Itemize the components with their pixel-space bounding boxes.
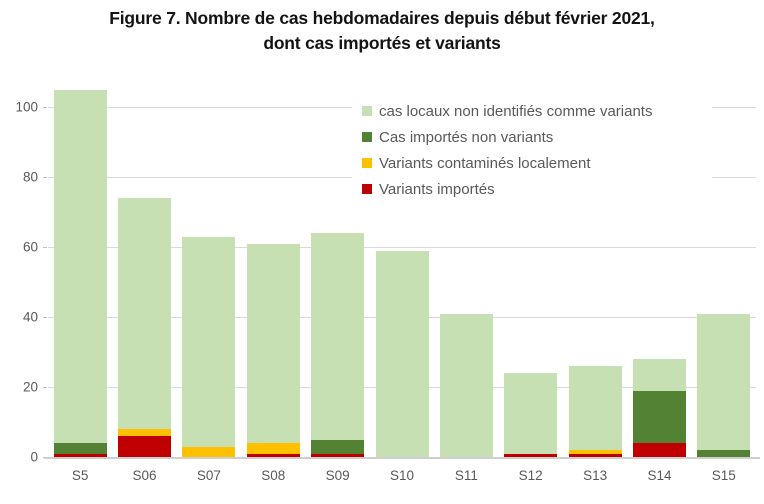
bar-S14: [633, 359, 686, 457]
x-axis-label-S13: S13: [583, 468, 608, 483]
y-axis-tick-label: 0: [30, 449, 38, 465]
legend-swatch-icon: [362, 158, 372, 168]
bar-segment-S07: [182, 446, 236, 457]
y-axis-tick-label: 80: [22, 169, 38, 185]
bar-segment-S06: [118, 429, 171, 436]
bar-segment-S14: [633, 359, 686, 391]
y-axis-tick-mark: [43, 106, 47, 108]
bar-segment-S09: [311, 453, 365, 457]
bar-segment-S5: [53, 443, 107, 454]
bar-segment-S08: [246, 443, 300, 454]
legend-swatch-icon: [362, 184, 372, 194]
y-axis-tick-label: 20: [22, 379, 38, 395]
bar-segment-S10: [375, 250, 429, 457]
chart-title: Figure 7. Nombre de cas hebdomadaires de…: [0, 6, 764, 56]
bar-segment-S13: [568, 450, 622, 454]
bar-segment-S14: [633, 390, 686, 443]
x-axis-label-S14: S14: [647, 468, 672, 483]
x-axis-label-S10: S10: [389, 468, 415, 483]
bar-segment-S5: [53, 453, 107, 457]
y-axis-tick-label: 60: [22, 239, 38, 255]
legend-item-label: cas locaux non identifiés comme variants: [379, 102, 653, 120]
bar-segment-S5: [53, 89, 107, 443]
x-axis-label-S09: S09: [325, 468, 350, 483]
legend-item: Variants contaminés localement: [362, 150, 712, 176]
bar-segment-S14: [633, 443, 686, 457]
x-axis-label-S07: S07: [196, 468, 221, 483]
x-axis-label-S5: S5: [71, 468, 89, 483]
legend-item-label: Cas importés non variants: [379, 128, 554, 146]
x-axis-label-S15: S15: [711, 468, 736, 483]
x-axis-label-S11: S11: [454, 468, 478, 483]
bar-S08: [246, 243, 300, 457]
x-axis-label-S08: S08: [261, 468, 286, 483]
y-axis-tick-label: 40: [22, 309, 38, 325]
legend-item: cas locaux non identifiés comme variants: [362, 98, 712, 124]
y-axis-tick-mark: [43, 316, 47, 318]
legend-item-label: Variants contaminés localement: [379, 154, 591, 172]
bar-segment-S15: [697, 313, 751, 450]
chart-legend: cas locaux non identifiés comme variants…: [352, 90, 712, 208]
x-axis-label-S12: S12: [518, 468, 543, 483]
bar-segment-S09: [311, 439, 365, 454]
bar-S06: [118, 198, 171, 457]
bar-segment-S08: [246, 453, 300, 457]
y-axis-tick-mark: [43, 246, 47, 248]
bar-segment-S07: [182, 236, 236, 447]
bar-segment-S12: [504, 373, 558, 454]
bar-S07: [182, 236, 236, 457]
y-axis-tick-mark: [43, 386, 47, 388]
bar-segment-S15: [697, 450, 751, 457]
legend-item: Variants importés: [362, 176, 712, 202]
bar-S15: [697, 313, 751, 457]
bar-S12: [504, 373, 558, 457]
bar-S09: [311, 233, 365, 457]
chart-title-line2: dont cas importés et variants: [263, 33, 501, 53]
x-axis-label-S06: S06: [132, 468, 157, 483]
y-axis-tick-mark: [43, 176, 47, 178]
legend-swatch-icon: [362, 106, 372, 116]
bar-segment-S06: [118, 198, 171, 429]
bar-segment-S11: [439, 313, 493, 457]
bar-segment-S12: [504, 453, 558, 457]
bar-segment-S08: [246, 243, 300, 443]
legend-item: Cas importés non variants: [362, 124, 712, 150]
chart-title-line1: Figure 7. Nombre de cas hebdomadaires de…: [109, 8, 655, 28]
legend-swatch-icon: [362, 132, 372, 142]
bar-S11: [439, 313, 493, 457]
bar-S13: [568, 366, 622, 457]
x-axis-line: [44, 457, 760, 459]
bar-segment-S13: [568, 453, 622, 457]
bar-segment-S09: [311, 233, 365, 440]
bar-S10: [375, 250, 429, 457]
gridline-60: [48, 246, 756, 248]
legend-item-label: Variants importés: [379, 180, 495, 198]
bar-segment-S06: [118, 436, 171, 457]
bar-S5: [53, 89, 107, 457]
y-axis-tick-label: 100: [15, 99, 38, 115]
bar-segment-S13: [568, 366, 622, 450]
